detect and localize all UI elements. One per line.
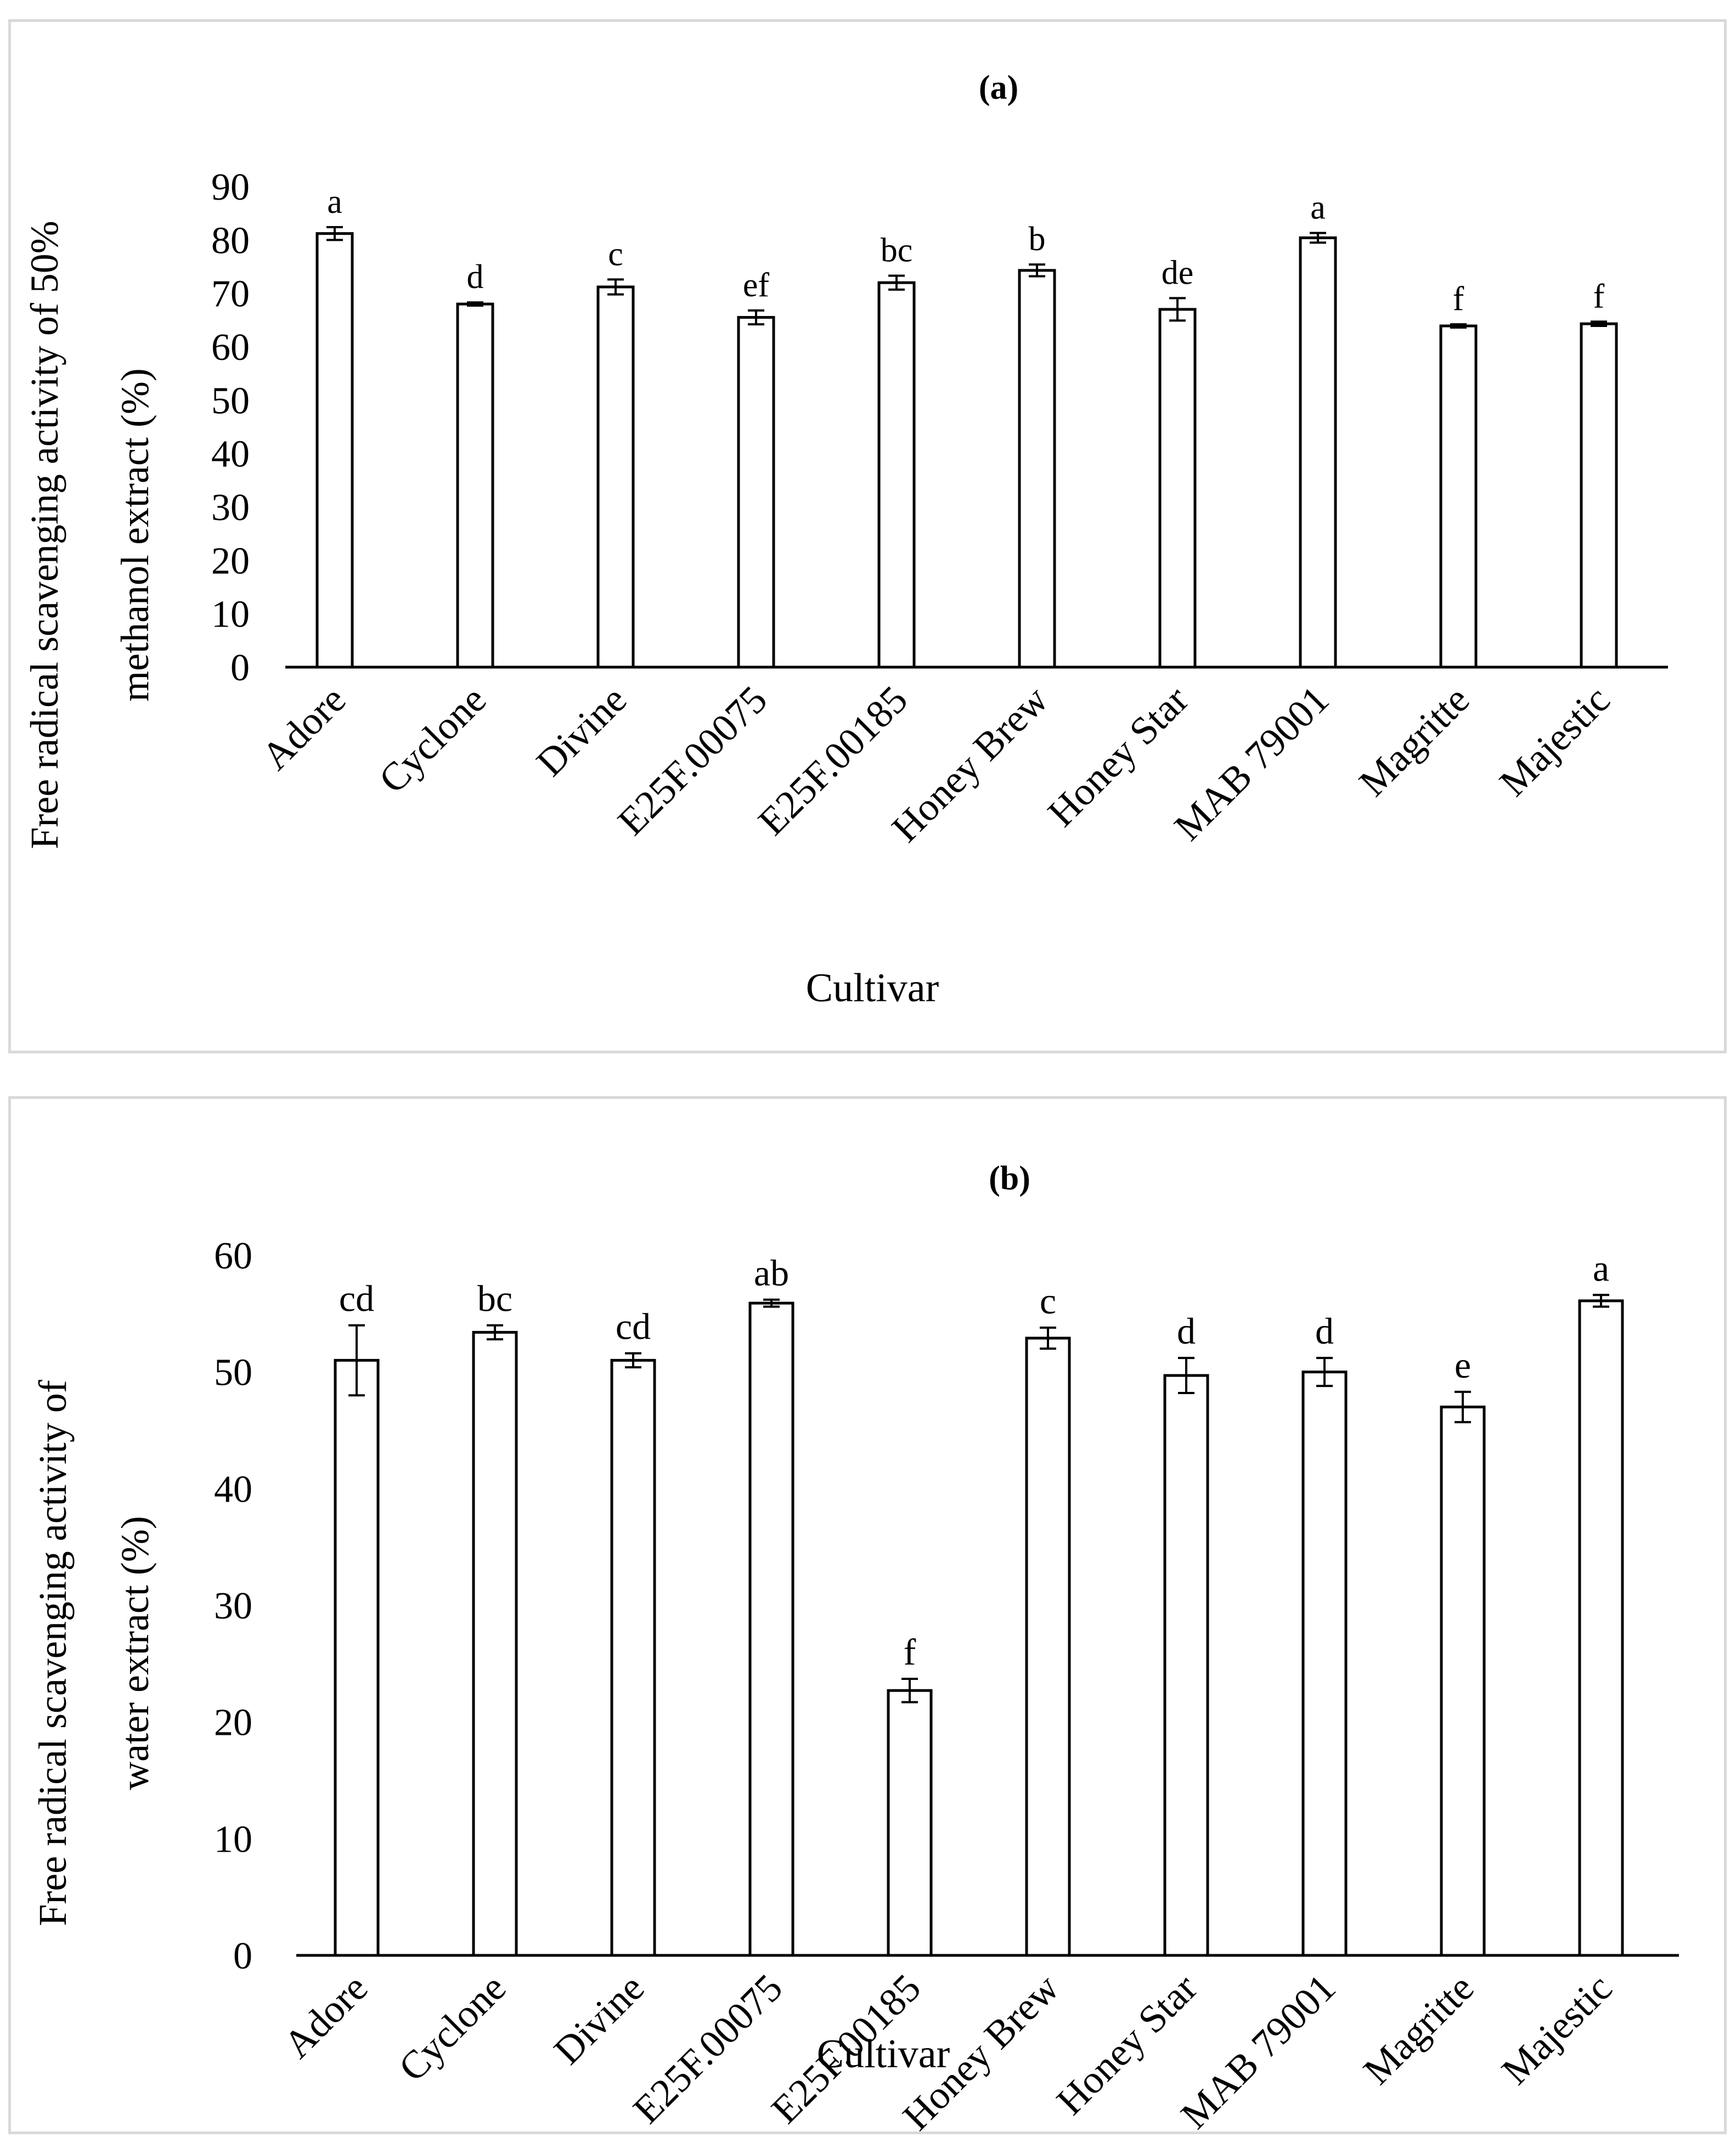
bar <box>334 1358 380 1957</box>
x-tick-label: E25F.00075 <box>609 678 775 844</box>
significance-letter: d <box>1315 1310 1334 1352</box>
chart-panel-b: (b) 0 10 20 30 40 50 60 Free radical scavenging … <box>8 1096 1727 2134</box>
bar <box>472 1330 518 1957</box>
y-tick-label: 70 <box>211 273 250 315</box>
significance-letter: d <box>1177 1310 1196 1352</box>
y-tick-label: 60 <box>214 1235 252 1277</box>
x-tick-label: Divine <box>545 1966 652 2073</box>
y-tick-label: 80 <box>211 219 250 262</box>
significance-letter: c <box>608 235 623 273</box>
x-axis-title: Cultivar <box>817 2032 950 2077</box>
bar <box>1440 1405 1486 1957</box>
x-tick-label: E25F.00075 <box>624 1966 791 2131</box>
y-tick-label: 50 <box>214 1352 252 1394</box>
y-tick-label: 50 <box>211 380 250 422</box>
significance-letter: f <box>1593 278 1605 315</box>
bar <box>1301 1371 1348 1957</box>
x-tick-label: Cyclone <box>390 1966 514 2090</box>
y-tick-label: 60 <box>211 326 250 369</box>
bar <box>748 1301 794 1957</box>
bar <box>1158 308 1197 669</box>
y-tick-label: 0 <box>230 647 250 689</box>
x-tick-label: Magritte <box>1355 1966 1482 2093</box>
bar <box>1025 1336 1071 1957</box>
significance-letter: c <box>1040 1280 1056 1322</box>
bar <box>1580 322 1618 669</box>
significance-letter: d <box>467 258 484 296</box>
significance-letter: f <box>904 1631 916 1673</box>
bar <box>1163 1374 1209 1957</box>
y-tick-label: 30 <box>211 487 250 529</box>
bar <box>877 281 916 669</box>
significance-letter: bc <box>477 1278 512 1319</box>
x-tick-label: Majestic <box>1491 678 1618 805</box>
bar <box>1299 236 1337 669</box>
chart-b: (b) 0 10 20 30 40 50 60 Free radical scavenging … <box>31 1160 1679 2131</box>
significance-letter: cd <box>616 1306 651 1347</box>
x-tick-label: Cyclone <box>370 678 494 802</box>
y-axis-title: water extract (%) <box>113 1516 157 1790</box>
y-axis-title: methanol extract (%) <box>113 368 157 702</box>
y-tick-label: 40 <box>214 1468 252 1510</box>
x-tick-label: Divine <box>528 678 635 785</box>
significance-letter: ef <box>743 267 770 304</box>
significance-letter: e <box>1455 1344 1471 1386</box>
y-tick-label: 10 <box>211 594 250 636</box>
significance-letter: bc <box>881 232 913 269</box>
y-tick-label: 30 <box>214 1585 252 1627</box>
y-tick-label: 20 <box>214 1702 252 1744</box>
significance-letter: ab <box>754 1252 789 1294</box>
bar <box>610 1358 656 1957</box>
chart-panel-a: (a) 0 10 20 30 40 50 60 70 80 90 Free radical scave… <box>8 19 1727 1053</box>
bar <box>1578 1299 1624 1957</box>
x-tick-label: Magritte <box>1350 678 1478 805</box>
significance-letter: a <box>1593 1247 1609 1289</box>
y-tick-label: 90 <box>211 166 250 208</box>
bar <box>1018 269 1056 669</box>
bar <box>315 232 354 669</box>
significance-letter: a <box>327 183 342 221</box>
chart-a: (a) 0 10 20 30 40 50 60 70 80 90 Free radical scave… <box>22 69 1668 1011</box>
y-tick-label: 0 <box>233 1935 252 1977</box>
significance-letter: de <box>1162 254 1194 291</box>
y-axis-title: Free radical scavenging activity of <box>31 1380 75 1926</box>
significance-letter: f <box>1453 280 1464 318</box>
x-tick-label: Majestic <box>1493 1966 1620 2093</box>
bar <box>596 285 635 669</box>
bar <box>456 302 494 669</box>
chart-title-a: (a) <box>979 69 1018 106</box>
y-tick-label: 20 <box>211 540 250 582</box>
x-tick-label: Adore <box>275 1966 376 2067</box>
bar <box>1439 324 1478 669</box>
x-axis-title: Cultivar <box>806 966 939 1011</box>
significance-letter: b <box>1029 221 1046 258</box>
x-tick-label: Adore <box>253 678 354 779</box>
significance-letter: a <box>1310 189 1326 227</box>
significance-letter: cd <box>339 1278 374 1319</box>
y-axis-title: Free radical scavenging activity of 50% <box>22 221 66 849</box>
y-tick-label: 10 <box>214 1818 252 1860</box>
y-tick-label: 40 <box>211 433 250 476</box>
bar <box>737 315 775 669</box>
chart-title-b: (b) <box>989 1160 1030 1197</box>
bar <box>887 1689 933 1957</box>
